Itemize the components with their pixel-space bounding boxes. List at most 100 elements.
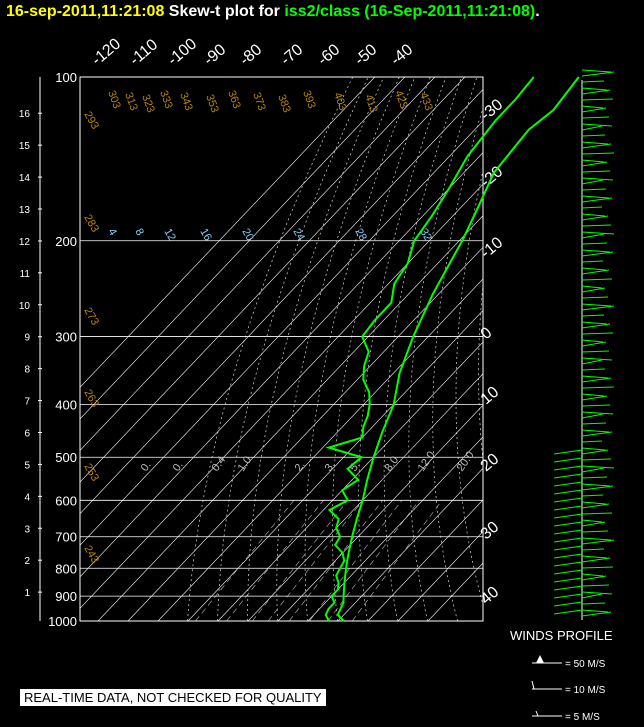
wind-barb [553, 593, 583, 599]
isotherm-line [80, 120, 483, 546]
right-temp-tick-label: -30 [478, 96, 507, 124]
wind-barb [581, 404, 611, 407]
wind-barb [581, 375, 609, 379]
wind-barb [581, 107, 607, 113]
pressure-tick-label: 1000 [48, 614, 77, 629]
mixing-ratio-label: 28 [352, 227, 369, 244]
wind-barb [581, 494, 604, 497]
wind-barb [581, 350, 610, 353]
height-tick-label: 7 [24, 397, 30, 408]
isotherm-line [80, 152, 483, 578]
mixing-ratio-label: 20 [239, 227, 256, 244]
height-tick-label: 4 [24, 492, 30, 503]
isotherm-line [427, 562, 483, 621]
wind-barb [581, 231, 615, 235]
wind-barb [581, 465, 615, 469]
wind-barb [581, 609, 609, 613]
dry-adiabat-label: 403 [331, 91, 349, 112]
wind-barb [581, 188, 607, 191]
top-temp-tick-label: -90 [201, 41, 230, 69]
wind-barb [581, 303, 612, 307]
wind-barb [581, 584, 610, 587]
mixing-ratio-line [267, 500, 364, 621]
dry-adiabat-label: 283 [81, 213, 101, 235]
isotherm-line [80, 77, 436, 451]
wind-barb [581, 233, 605, 239]
wind-barb [581, 377, 612, 383]
pressure-tick-label: 300 [55, 330, 77, 345]
wind-barb [581, 123, 613, 127]
wind-barb [581, 530, 609, 533]
wind-barb [553, 569, 583, 575]
wind-barb [581, 548, 605, 551]
wind-barb [581, 242, 608, 245]
isotherm-line [217, 341, 483, 621]
dry-adiabat [331, 77, 431, 621]
mixing-ratio-label: 3. [323, 459, 338, 473]
dry-adiabat-label: 413 [362, 93, 380, 114]
wind-barb [553, 585, 583, 591]
top-temp-tick-label: -80 [237, 41, 266, 69]
height-tick-label: 6 [24, 428, 30, 439]
dry-adiabat-label: 423 [392, 89, 410, 110]
dry-adiabat-label: 323 [139, 93, 157, 114]
plot-frame [79, 76, 484, 622]
wind-barb [581, 341, 607, 347]
wind-barb [553, 473, 583, 479]
wind-barb [581, 431, 613, 437]
title-station: iss2/class (16-Sep-2011,11:21:08) [284, 3, 536, 20]
mixing-ratio-line [309, 500, 403, 621]
wind-barb [581, 249, 611, 253]
isotherm-line [187, 310, 483, 621]
mixing-ratio-label: 12 [161, 227, 178, 244]
isotherm-line [80, 88, 483, 515]
wind-barb [553, 545, 583, 551]
height-tick-label: 10 [19, 301, 31, 312]
height-tick-label: 14 [19, 173, 31, 184]
mixing-ratio-label: 8 [132, 227, 145, 238]
isotherm-line [127, 246, 483, 621]
wind-barb [581, 267, 607, 271]
dry-adiabat-label: 313 [122, 91, 140, 112]
wind-barb [553, 481, 583, 487]
mixing-ratio-label: 0. [139, 459, 154, 473]
wind-barb [581, 197, 613, 203]
wind-barb [581, 413, 604, 419]
wind-barb [581, 458, 612, 461]
dry-adiabat-label: 433 [417, 91, 435, 112]
wind-barb [581, 159, 605, 163]
dry-adiabat [478, 281, 483, 464]
wind-barb [553, 457, 583, 463]
wind-barb [553, 577, 583, 583]
wind-barb [581, 447, 606, 451]
wind-barb [553, 601, 583, 607]
wind-barb [581, 339, 604, 343]
dry-adiabat [455, 169, 483, 607]
wind-barb [581, 161, 608, 167]
isotherm-line [337, 467, 483, 621]
wind-barb [581, 89, 611, 95]
dry-adiabat [247, 77, 385, 621]
wind-barb [553, 609, 583, 615]
isotherm-line [80, 183, 483, 609]
wind-barb [581, 116, 610, 119]
title-datetime: 16-sep-2011,11:21:08 [6, 3, 165, 20]
dry-adiabat-label: 253 [81, 462, 101, 484]
wind-barb [581, 170, 611, 173]
top-temp-tick-label: -70 [278, 41, 307, 69]
wind-barb [581, 512, 613, 515]
wind-barb [581, 575, 607, 581]
dry-adiabat-label: 373 [250, 91, 268, 112]
wind-barb [553, 449, 583, 455]
wind-barb [581, 429, 610, 433]
trace-layer [324, 76, 580, 622]
top-temp-tick-label: -40 [388, 41, 417, 69]
wind-barb [553, 561, 583, 567]
wind-barb [581, 179, 604, 185]
wind-barb [553, 553, 583, 559]
wind-barb [581, 296, 609, 299]
pressure-tick-label: 500 [55, 450, 77, 465]
wind-barb [581, 611, 612, 617]
mixing-ratio-line [288, 500, 383, 621]
